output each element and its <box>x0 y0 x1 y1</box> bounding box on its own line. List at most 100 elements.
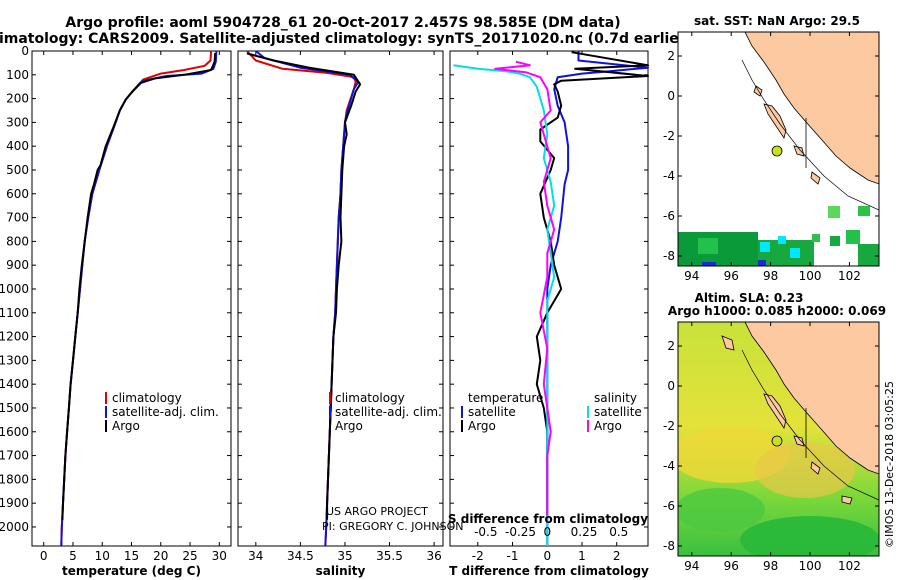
temperature-plot: 0100200300400500600700800900100011001200… <box>0 44 231 578</box>
y-tick-label: 1200 <box>0 330 29 344</box>
map-y-tick-label: -4 <box>663 459 675 473</box>
sumatra-land <box>744 32 879 185</box>
s-tick-label: 0.25 <box>571 525 598 539</box>
coast-line <box>741 59 879 211</box>
y-tick-label: 1300 <box>0 353 29 367</box>
y-tick-label: 1800 <box>0 472 29 486</box>
y-tick-label: 600 <box>6 187 29 201</box>
x-tick-label: 35.5 <box>376 549 403 563</box>
y-tick-label: 1500 <box>0 401 29 415</box>
sst-patch <box>702 262 716 266</box>
legend-temp-argo-label: Argo <box>468 419 496 433</box>
legend-satellite-label: satellite-adj. clim. <box>335 405 442 419</box>
sla-map-axes: 94 96 98 100 102 2 0 -2 -4 -6 -8 <box>663 322 879 573</box>
x-tick-label: 2 <box>613 549 621 563</box>
legend-sal-satellite-label: satellite <box>594 405 642 419</box>
map-x-tick-label: 102 <box>838 269 861 283</box>
legend-argo-label: Argo <box>112 419 140 433</box>
s-tick-label: -0.25 <box>505 525 536 539</box>
island <box>793 435 805 447</box>
s-tick-label: 0 <box>543 525 551 539</box>
difference-legend: temperature satellite Argo salinity sate… <box>461 391 642 433</box>
map-y-tick-label: -2 <box>663 419 675 433</box>
s-tick-label: -0.5 <box>474 525 497 539</box>
map-y-tick-label: 0 <box>667 89 675 103</box>
sst-map-axes: 94 96 98 100 102 2 0 -2 -4 -6 -8 <box>663 32 879 283</box>
coast-line <box>741 349 879 501</box>
y-tick-label: 1400 <box>0 377 29 391</box>
sst-patch <box>846 230 860 244</box>
island <box>810 461 821 475</box>
series-line <box>61 52 217 520</box>
sst-patch <box>760 242 770 252</box>
x-tick-label: 34.5 <box>287 549 314 563</box>
series-line <box>60 50 218 547</box>
map-x-tick-label: 98 <box>763 269 778 283</box>
legend-temperature-title: temperature <box>468 391 543 405</box>
map-y-tick-label: -6 <box>663 209 675 223</box>
sla-map-frame <box>677 321 880 557</box>
project-credit: US ARGO PROJECT <box>326 505 428 518</box>
difference-plot: -2 -1 0 1 2T difference from climatology S di… <box>448 50 649 578</box>
island <box>763 393 787 429</box>
legend-sal-argo-label: Argo <box>594 419 622 433</box>
y-tick-label: 500 <box>6 163 29 177</box>
map-x-tick-label: 100 <box>799 559 822 573</box>
temperature-panel-frame <box>31 50 232 547</box>
s-tick-label: 0.5 <box>609 525 628 539</box>
x-tick-label: 0 <box>40 549 48 563</box>
map-x-tick-label: 100 <box>799 269 822 283</box>
y-tick-label: 1100 <box>0 306 29 320</box>
y-tick-label: 1600 <box>0 425 29 439</box>
salinity-legend: climatology satellite-adj. clim. Argo <box>329 391 442 433</box>
sla-map-title-1: Altim. SLA: 0.23 <box>695 291 804 305</box>
y-tick-label: 1700 <box>0 449 29 463</box>
legend-salinity-title: salinity <box>594 391 637 405</box>
map-y-tick-label: -2 <box>663 129 675 143</box>
header-line-2: Climatology: CARS2009. Satellite-adjuste… <box>0 31 692 47</box>
sla-field <box>755 442 855 498</box>
sst-patch <box>758 260 766 266</box>
x-axis-label: T difference from climatology <box>449 564 649 578</box>
map-y-tick-label: -8 <box>663 249 675 263</box>
sst-patch <box>830 236 840 246</box>
island <box>793 145 805 157</box>
map-x-tick-label: 94 <box>684 559 699 573</box>
sst-patch <box>828 206 840 218</box>
s-axis-label: S difference from climatology <box>448 512 648 526</box>
sumatra-land <box>744 322 879 475</box>
y-tick-label: 200 <box>6 92 29 106</box>
temperature-legend: climatology satellite-adj. clim. Argo <box>105 391 219 433</box>
map-x-tick-label: 102 <box>838 559 861 573</box>
legend-satellite-label: satellite-adj. clim. <box>112 405 219 419</box>
sst-patch <box>790 248 800 258</box>
legend-climatology-label: climatology <box>112 391 182 405</box>
y-tick-label: 900 <box>6 258 29 272</box>
y-tick-label: 100 <box>6 68 29 82</box>
sst-patch <box>858 244 879 266</box>
series-line <box>494 60 556 516</box>
map-y-tick-label: 2 <box>667 339 675 353</box>
map-x-tick-label: 98 <box>763 559 778 573</box>
series-line <box>246 50 357 547</box>
imos-credit: ©IMOS 13-Dec-2018 03:05:25 <box>883 381 896 548</box>
x-axis-label: salinity <box>316 564 366 578</box>
salinity-panel-frame <box>237 50 444 547</box>
sla-map <box>678 322 879 556</box>
map-y-tick-label: -4 <box>663 169 675 183</box>
x-tick-label: 0 <box>543 549 551 563</box>
sla-map-title-2: Argo h1000: 0.085 h2000: 0.069 <box>668 304 886 318</box>
header-line-1: Argo profile: aoml 5904728_61 20-Oct-201… <box>65 15 620 31</box>
x-tick-label: 34 <box>248 549 263 563</box>
island <box>841 495 853 505</box>
difference-panel-frame <box>449 50 649 547</box>
sst-map <box>678 32 879 266</box>
sla-field <box>678 488 765 532</box>
island <box>721 335 735 351</box>
x-tick-label: -2 <box>472 549 484 563</box>
legend-climatology-label: climatology <box>335 391 405 405</box>
map-y-tick-label: -6 <box>663 499 675 513</box>
sst-patch <box>698 238 718 254</box>
series-line <box>453 64 556 546</box>
y-tick-label: 400 <box>6 139 29 153</box>
